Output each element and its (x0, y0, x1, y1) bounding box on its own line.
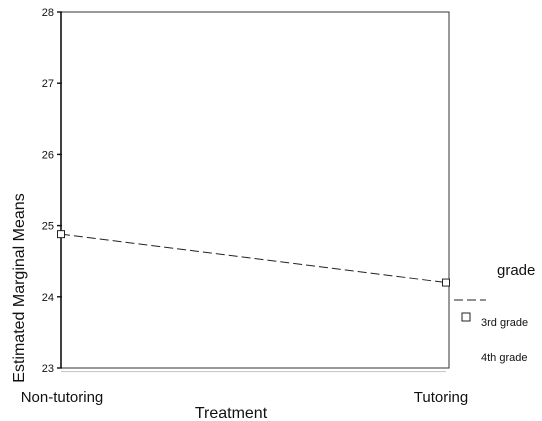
y-tick-label: 23 (42, 363, 54, 375)
legend-label-4th-grade: 4th grade (481, 352, 527, 364)
x-tick-label-non-tutoring: Non-tutoring (21, 389, 104, 406)
x-axis-title: Treatment (195, 405, 268, 421)
y-tick-label: 24 (42, 292, 54, 304)
series-lines (60, 233, 447, 373)
data-point-3rd-grade-0 (57, 230, 65, 239)
y-axis-ticks: 23 24 25 26 27 28 (42, 7, 62, 375)
data-point-3rd-grade-1 (442, 278, 450, 287)
plot-frame (60, 11, 450, 369)
y-tick-label: 25 (42, 221, 54, 233)
x-tick-label-tutoring: Tutoring (414, 389, 468, 406)
y-tick-label: 27 (42, 78, 54, 90)
series-line-3rd-grade (60, 233, 447, 284)
y-axis-title: Estimated Marginal Means (11, 193, 28, 382)
legend: grade 3rd grade 4th grade (454, 262, 535, 364)
series-markers (57, 230, 450, 287)
y-tick-label: 26 (42, 149, 54, 161)
legend-label-3rd-grade: 3rd grade (481, 317, 528, 329)
y-tick-label: 28 (42, 7, 54, 19)
legend-marker-3rd-grade (461, 312, 471, 322)
legend-title: grade (497, 262, 535, 279)
